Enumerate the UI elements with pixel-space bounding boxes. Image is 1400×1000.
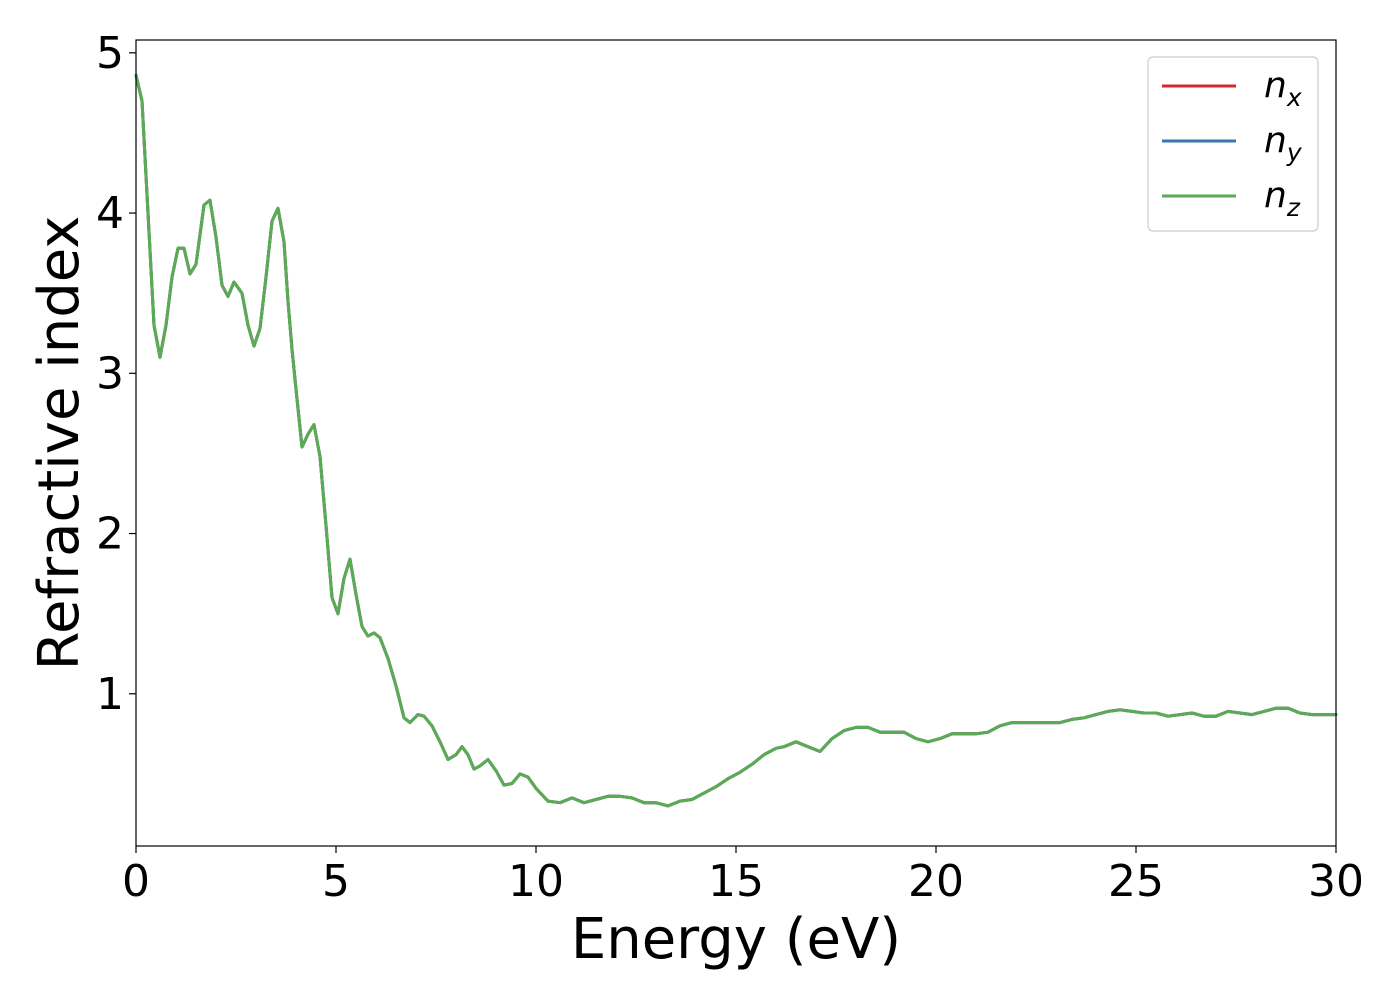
x-tick-label: 10 [508,856,564,907]
x-tick-label: 5 [322,856,350,907]
x-axis: 0 5 10 15 20 25 30 [122,846,1364,907]
y-tick-label: 3 [96,348,124,399]
y-tick-label: 4 [96,188,124,239]
series-line-z [134,73,1338,808]
legend: nx ny nz [1147,56,1319,232]
legend-label-x: nx [1264,65,1302,112]
y-tick-label: 1 [96,669,124,720]
y-axis: 1 2 3 4 5 [96,28,136,720]
y-tick-label: 2 [96,509,124,560]
x-axis-title: Energy (eV) [571,907,901,972]
x-tick-label: 15 [708,856,764,907]
legend-box [1147,56,1319,232]
x-tick-label: 25 [1108,856,1164,907]
y-axis-title: Refractive index [27,216,92,671]
legend-label-z: nz [1264,175,1301,222]
x-tick-label: 30 [1308,856,1364,907]
x-tick-label: 0 [122,856,150,907]
legend-label-y: ny [1264,120,1303,167]
y-tick-label: 5 [96,28,124,79]
x-tick-label: 20 [908,856,964,907]
series-layer [134,73,1338,808]
